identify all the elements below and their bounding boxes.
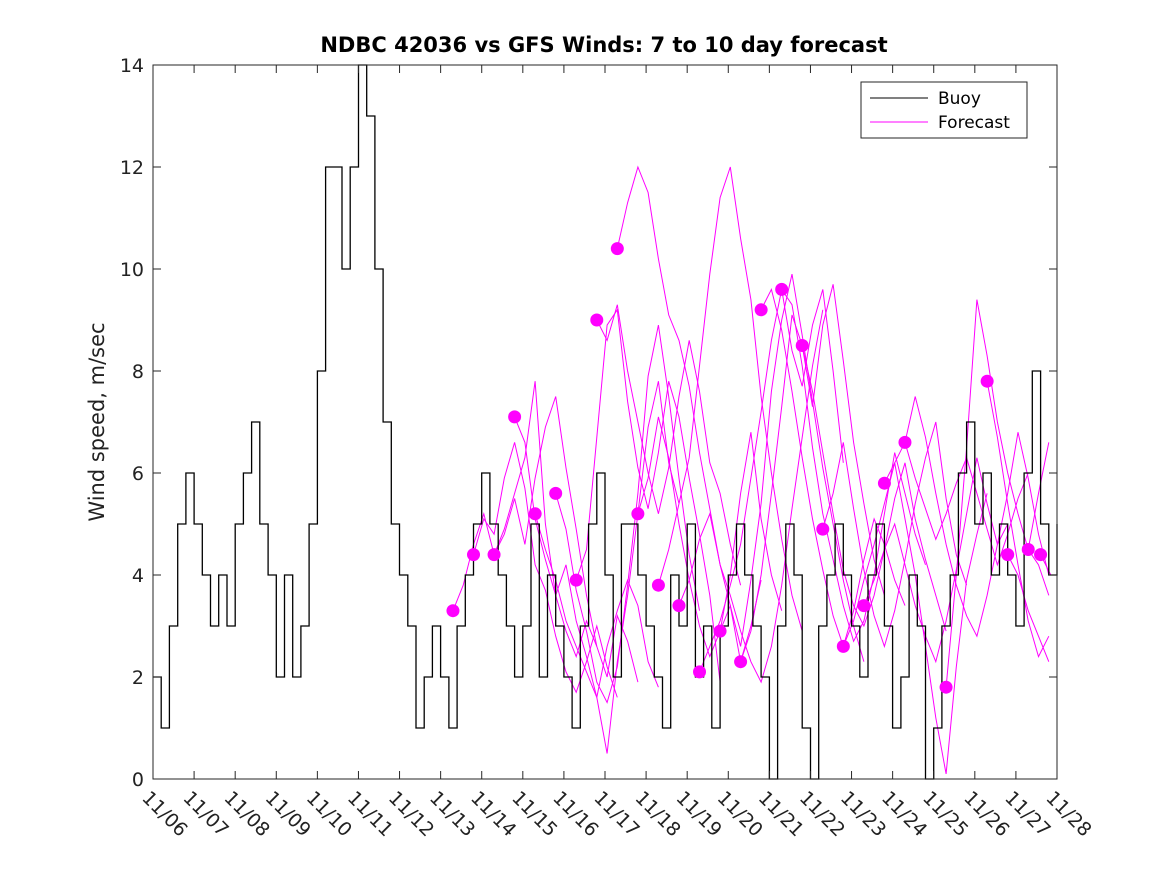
forecast-line [493, 396, 639, 683]
forecast-line [637, 416, 783, 659]
legend: Buoy Forecast [860, 81, 1028, 139]
x-tick-label: 11/14 [466, 787, 520, 841]
forecast-start-marker [775, 282, 789, 296]
forecast-line [863, 457, 1009, 664]
forecast-line [534, 381, 680, 754]
legend-box [860, 81, 1028, 139]
x-tick-label: 11/19 [672, 787, 726, 841]
x-tick-label: 11/08 [220, 787, 274, 841]
forecast-start-marker [651, 578, 665, 592]
forecast-start-marker [569, 573, 583, 587]
forecast-start-marker [898, 435, 912, 449]
y-axis-label: Wind speed, m/sec [85, 322, 109, 521]
x-tick-label: 11/22 [795, 787, 849, 841]
forecast-start-marker [631, 507, 645, 521]
forecast-line [514, 416, 659, 698]
forecast-line [822, 421, 968, 649]
forecast-start-markers [446, 242, 1048, 694]
y-tick-label: 2 [132, 667, 144, 689]
forecast-line [657, 166, 803, 632]
forecast-line [740, 284, 885, 662]
y-tick-label: 4 [132, 565, 144, 587]
forecast-start-marker [734, 655, 748, 669]
y-tick-label: 10 [120, 259, 144, 281]
forecast-start-marker [816, 522, 830, 536]
x-tick-label: 11/28 [1041, 787, 1095, 841]
forecast-start-marker [446, 604, 460, 618]
forecast-start-marker [857, 599, 871, 613]
forecast-start-marker [713, 624, 727, 638]
forecast-line [596, 304, 742, 586]
forecast-layer [452, 165, 1052, 774]
forecast-line [699, 289, 844, 673]
forecast-start-marker [508, 410, 522, 424]
forecast-start-marker [1021, 543, 1035, 556]
x-tick-label: 11/16 [548, 787, 602, 841]
buoy-layer [153, 64, 1058, 780]
forecast-line [781, 289, 926, 643]
y-tick-label: 8 [132, 361, 144, 383]
x-tick-label: 11/18 [631, 787, 685, 841]
y-tick-label: 0 [132, 769, 144, 791]
buoy-line [153, 64, 1058, 780]
legend-forecast-label: Forecast [938, 113, 1010, 133]
x-tick-label: 11/06 [137, 787, 191, 841]
x-tick-label: 11/24 [877, 787, 931, 841]
x-tick-label: 11/17 [589, 787, 643, 841]
x-tick-label: 11/10 [302, 787, 356, 841]
forecast-start-marker [795, 339, 809, 352]
forecast-start-marker [672, 599, 686, 613]
y-tick-label: 14 [120, 55, 144, 77]
forecast-line [945, 299, 1050, 688]
forecast-start-marker [836, 639, 850, 653]
x-tick-label: 11/12 [384, 787, 438, 841]
forecast-line [575, 308, 721, 683]
forecast-line [1007, 554, 1050, 662]
forecast-start-marker [467, 548, 481, 562]
forecast-line [904, 396, 1050, 638]
forecast-start-marker [693, 665, 707, 679]
forecast-start-marker [754, 303, 768, 317]
chart-title: NDBC 42036 vs GFS Winds: 7 to 10 day for… [320, 33, 887, 57]
forecast-line [986, 381, 1050, 658]
y-tick-label: 6 [132, 463, 144, 485]
forecast-line [616, 165, 762, 662]
x-tick-label: 11/27 [1000, 787, 1054, 841]
forecast-start-marker [877, 476, 891, 490]
x-tick-label: 11/11 [343, 787, 397, 841]
forecast-start-marker [610, 242, 624, 256]
x-tick-label: 11/20 [713, 787, 767, 841]
forecast-line [719, 273, 865, 662]
x-tick-label: 11/15 [507, 787, 561, 841]
x-tick-label: 11/09 [261, 787, 315, 841]
y-axis: 0 2 4 6 8 10 12 14 [120, 55, 1057, 791]
y-tick-label: 12 [120, 157, 144, 179]
x-tick-label: 11/23 [836, 787, 890, 841]
forecast-start-marker [590, 313, 604, 327]
legend-buoy-label: Buoy [938, 89, 981, 109]
forecast-line [473, 442, 618, 698]
forecast-line [452, 381, 598, 659]
forecast-line [883, 441, 1029, 567]
forecast-start-marker [980, 374, 994, 388]
x-tick-label: 11/13 [425, 787, 479, 841]
forecast-start-marker [549, 486, 563, 500]
forecast-line [555, 325, 700, 704]
x-tick-label: 11/07 [179, 787, 233, 841]
x-tick-label: 11/21 [754, 787, 808, 841]
forecast-line [678, 309, 824, 684]
forecast-start-marker [487, 548, 501, 562]
x-tick-label: 11/25 [918, 787, 972, 841]
x-tick-label: 11/26 [959, 787, 1013, 841]
forecast-start-marker [1034, 548, 1048, 562]
forecast-start-marker [528, 507, 542, 521]
forecast-start-marker [1001, 548, 1015, 562]
forecast-start-marker [939, 680, 953, 694]
forecast-line [801, 345, 947, 632]
